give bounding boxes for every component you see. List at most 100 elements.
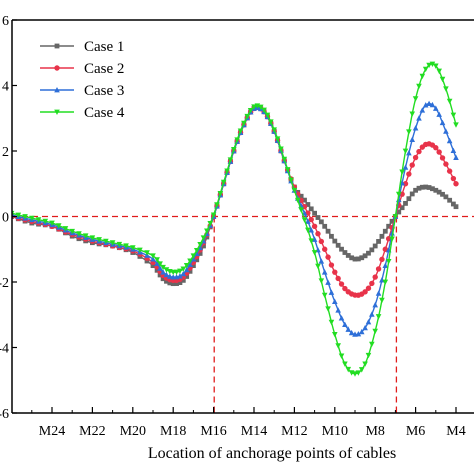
data-point: [430, 186, 435, 192]
data-point: [439, 155, 446, 161]
data-point: [318, 219, 324, 225]
data-point: [345, 326, 352, 332]
data-point: [352, 371, 358, 377]
x-tick-label: M6: [406, 424, 425, 439]
data-point: [395, 191, 402, 198]
y-tick-label: 4: [2, 80, 9, 95]
data-point: [440, 191, 445, 197]
data-point: [311, 236, 318, 242]
data-point: [426, 62, 432, 69]
data-point: [447, 197, 453, 203]
data-point: [355, 331, 362, 337]
data-point: [308, 216, 314, 223]
data-point: [450, 201, 456, 207]
data-point: [409, 162, 415, 168]
data-point: [412, 154, 419, 161]
data-point: [318, 258, 325, 264]
data-point: [322, 246, 328, 252]
data-point: [338, 281, 345, 287]
data-point: [62, 226, 69, 232]
legend-marker: [54, 109, 60, 115]
data-point: [412, 125, 419, 131]
data-point: [436, 68, 442, 75]
data-point: [298, 207, 304, 213]
data-point: [355, 370, 362, 376]
data-point: [379, 256, 385, 263]
data-point: [406, 149, 412, 156]
data-point: [439, 76, 446, 83]
data-point: [22, 214, 28, 220]
data-point: [0, 207, 1, 212]
data-point: [399, 205, 405, 211]
data-point: [167, 280, 173, 286]
data-point: [308, 227, 315, 233]
data-point: [177, 280, 183, 286]
x-tick-label: M4: [446, 424, 465, 439]
data-point: [389, 236, 395, 242]
data-point: [35, 217, 42, 223]
data-point: [338, 353, 345, 359]
legend-marker: [54, 65, 60, 71]
data-point: [284, 167, 291, 173]
data-point: [294, 197, 301, 204]
x-tick-label: M16: [200, 424, 226, 439]
data-point: [403, 201, 408, 206]
data-point: [174, 281, 179, 286]
data-point: [322, 223, 328, 229]
y-tick-label: 0: [2, 211, 9, 226]
data-point: [302, 197, 307, 203]
data-point: [372, 274, 378, 280]
data-point: [187, 261, 193, 268]
data-point: [348, 329, 355, 336]
data-point: [332, 298, 338, 305]
data-point: [318, 238, 325, 245]
data-point: [130, 245, 136, 251]
data-point: [335, 307, 341, 313]
data-point: [183, 266, 190, 273]
data-point: [184, 274, 190, 279]
data-point: [426, 100, 432, 106]
data-point: [375, 266, 382, 272]
data-point: [362, 289, 368, 295]
data-point: [76, 231, 82, 237]
data-point: [191, 263, 196, 269]
axes: -6 -4 -2 0 2 4 6 M24 M22 M20 M18 M16 M14 M12 M10 M8 M6 M4: [0, 14, 474, 439]
data-point: [180, 266, 187, 272]
data-point: [15, 212, 22, 218]
data-point: [402, 164, 409, 170]
legend-label: Case 2: [84, 61, 124, 77]
legend: Case 1 Case 2 Case 3 Case 4: [40, 39, 125, 121]
data-point: [446, 137, 453, 144]
data-point: [412, 96, 419, 102]
series-layer: [0, 61, 459, 377]
legend-label: Case 1: [84, 39, 124, 55]
data-point: [29, 215, 35, 222]
data-point: [439, 119, 446, 126]
data-point: [244, 113, 251, 120]
data-point: [362, 253, 368, 259]
data-point: [288, 177, 294, 183]
data-point: [436, 189, 442, 195]
data-point: [450, 112, 457, 118]
data-point: [183, 263, 190, 269]
data-point: [342, 285, 348, 292]
data-point: [157, 261, 163, 267]
data-point: [335, 343, 341, 349]
data-point: [194, 257, 200, 263]
data-point: [382, 228, 388, 234]
data-point: [251, 104, 257, 110]
data-point: [315, 215, 321, 220]
data-point: [332, 332, 338, 338]
data-point: [335, 242, 341, 248]
series-line: [12, 63, 457, 375]
data-point: [406, 171, 412, 177]
data-point: [210, 212, 217, 218]
data-point: [406, 129, 412, 135]
data-point: [278, 146, 284, 152]
data-point: [237, 128, 244, 134]
data-point: [301, 217, 308, 223]
data-point: [453, 154, 459, 160]
data-point: [220, 179, 227, 186]
data-point: [157, 272, 163, 278]
